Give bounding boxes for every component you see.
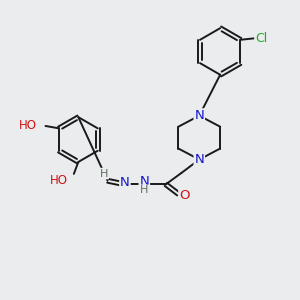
Text: HO: HO: [19, 119, 37, 133]
Text: H: H: [100, 169, 108, 178]
Text: HO: HO: [50, 174, 68, 187]
Text: Cl: Cl: [255, 32, 267, 45]
Text: N: N: [140, 176, 149, 188]
Text: N: N: [194, 153, 204, 166]
Text: N: N: [194, 109, 204, 122]
Text: H: H: [140, 185, 148, 195]
Text: O: O: [179, 189, 190, 202]
Text: N: N: [120, 176, 130, 189]
